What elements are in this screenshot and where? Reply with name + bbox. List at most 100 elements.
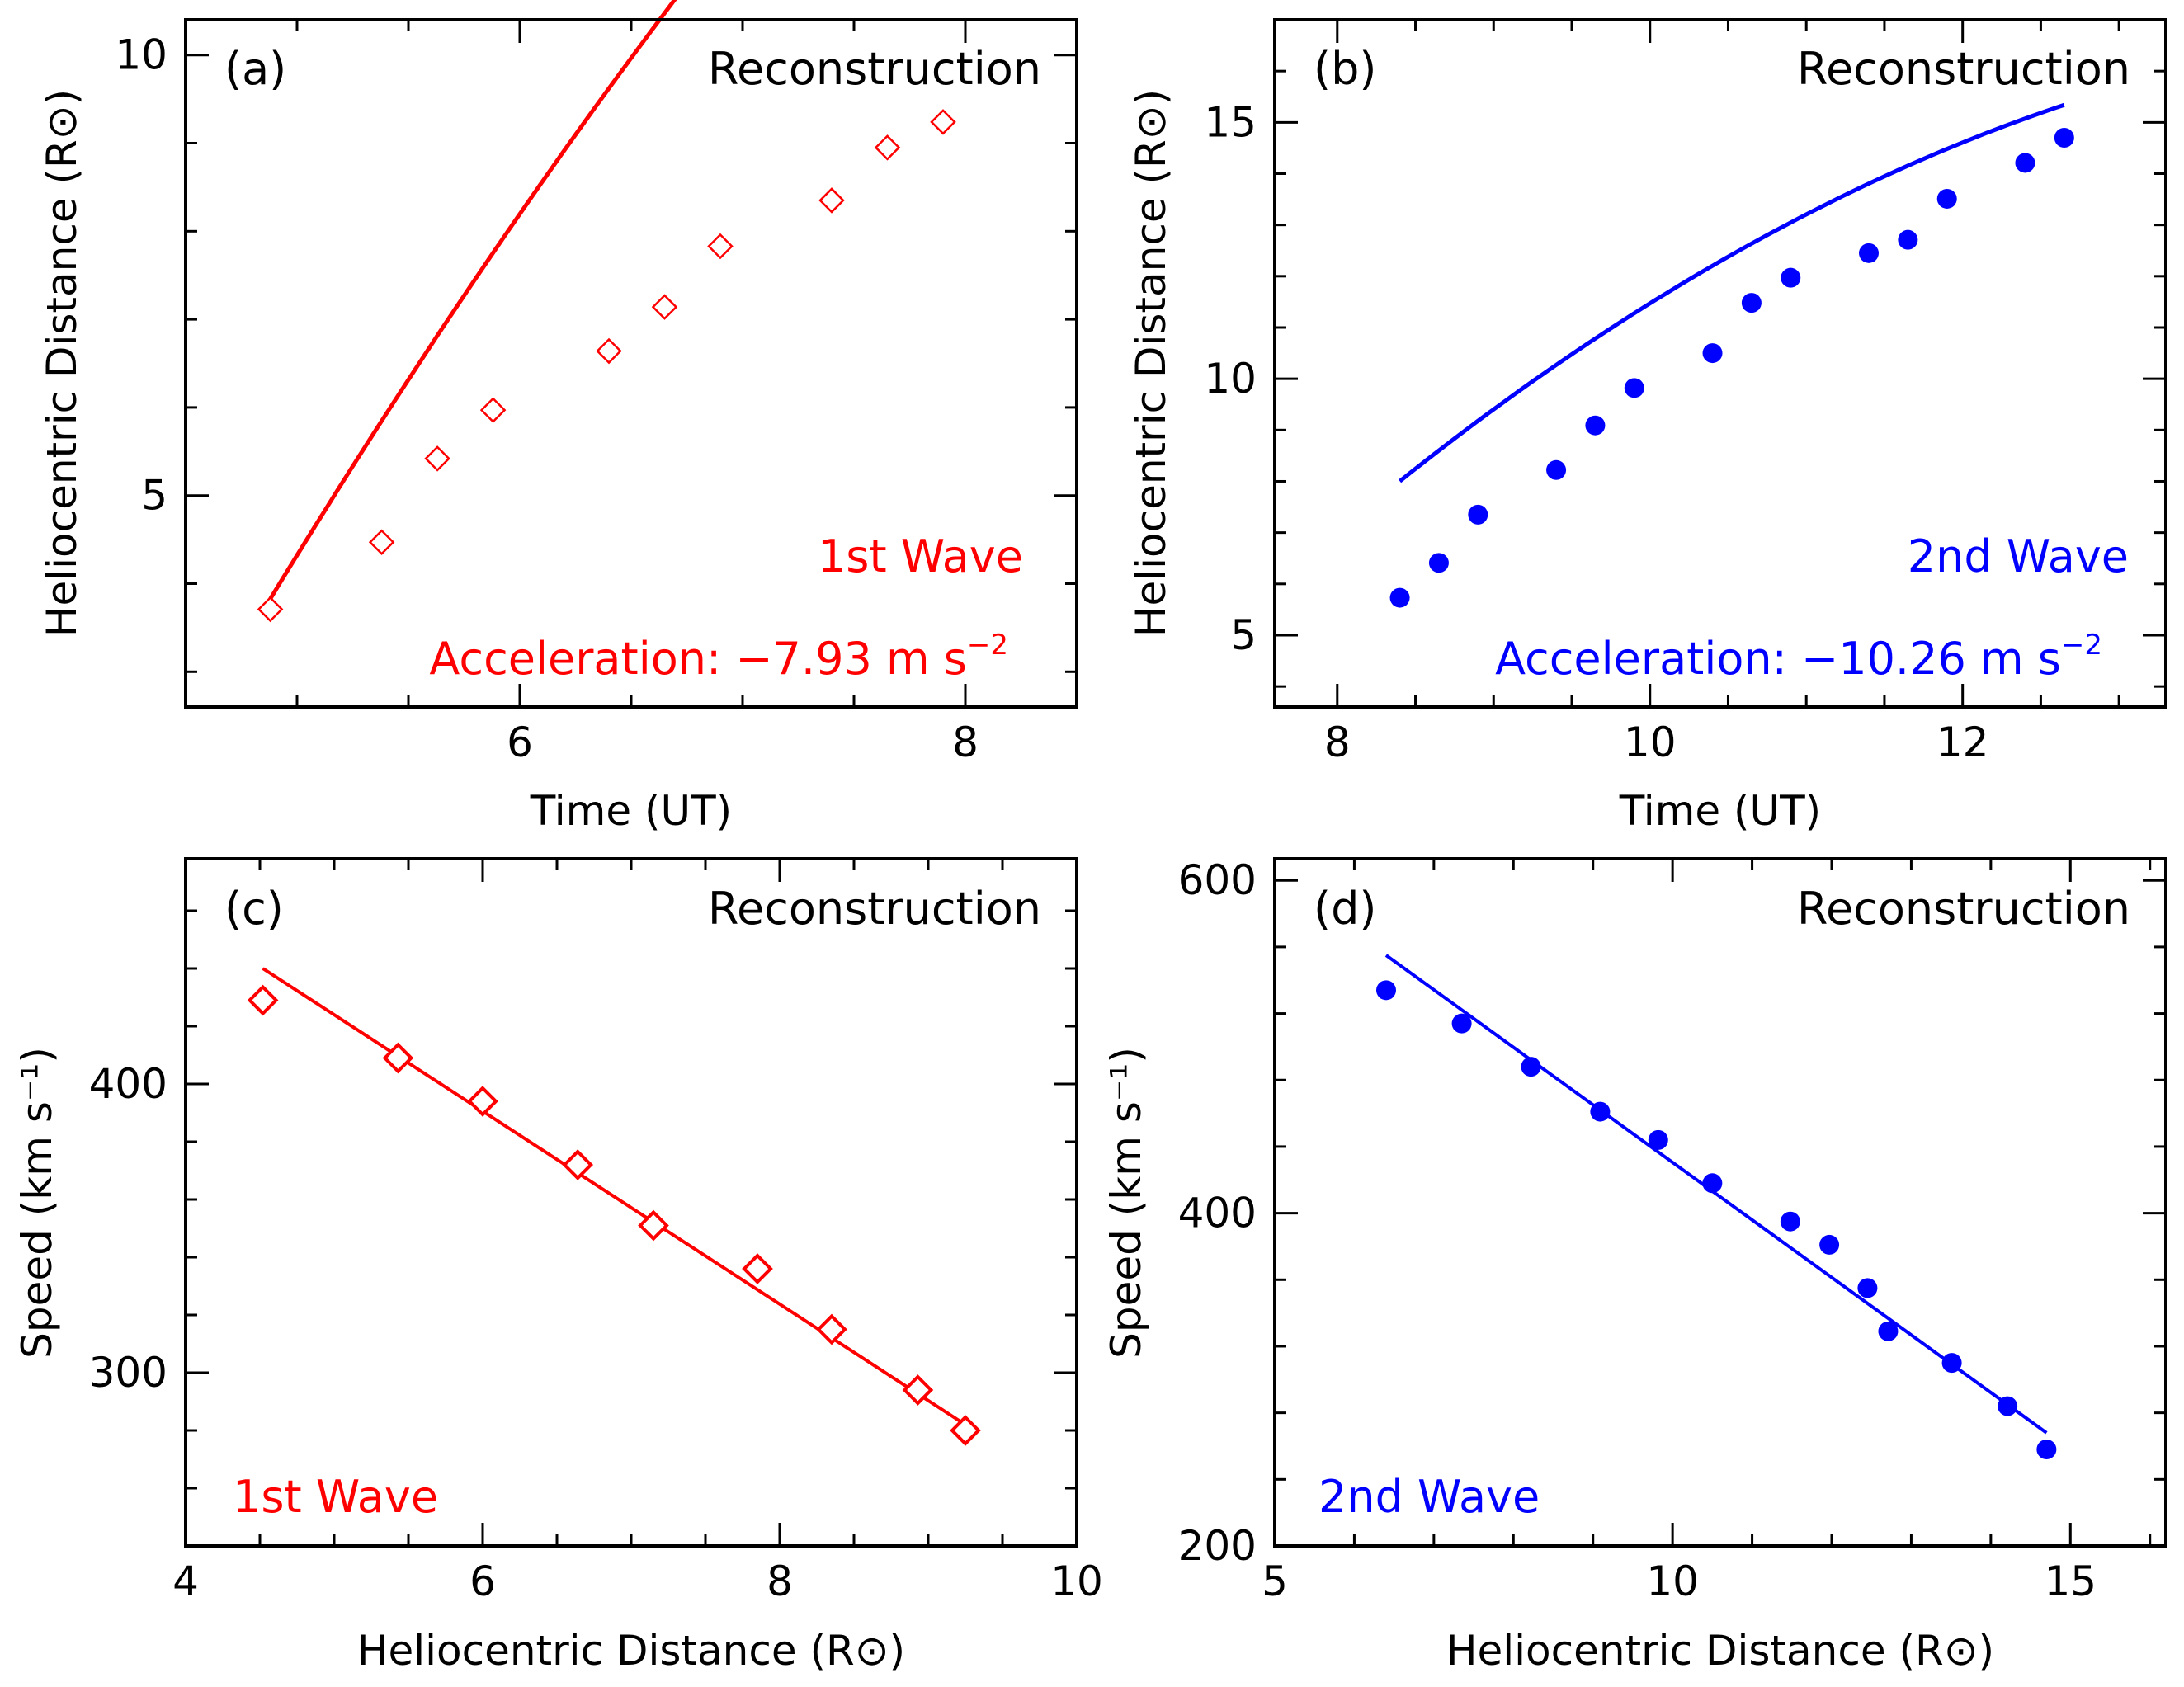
data-point bbox=[1624, 378, 1644, 398]
data-point bbox=[562, 1149, 594, 1180]
data-point bbox=[902, 1374, 934, 1406]
panel-b-title: Reconstruction bbox=[1797, 43, 2130, 95]
y-tick-label: 300 bbox=[89, 1349, 167, 1397]
data-point bbox=[1468, 504, 1488, 525]
data-point bbox=[2054, 127, 2074, 148]
data-point bbox=[707, 233, 734, 260]
data-point bbox=[1648, 1129, 1668, 1150]
data-point bbox=[816, 1313, 847, 1345]
data-point bbox=[368, 529, 395, 556]
data-point bbox=[382, 1042, 414, 1074]
panel-c-title: Reconstruction bbox=[708, 883, 1041, 935]
data-point bbox=[1741, 293, 1762, 313]
panel-b: 8 10 12 5 10 15 (b) Reconstruction 2nd Wave A… bbox=[1127, 18, 2167, 835]
panel-c-frame bbox=[184, 857, 1078, 1548]
panel-b-ylabel: Heliocentric Distance (R⊙) bbox=[1127, 89, 1175, 637]
panel-b-wave-label: 2nd Wave bbox=[1908, 530, 2129, 582]
panel-b-ticks: 8 10 12 5 10 15 bbox=[1204, 18, 2166, 766]
data-point bbox=[1702, 1173, 1723, 1194]
panel-c-marks bbox=[247, 967, 981, 1446]
y-tick-label: 5 bbox=[1230, 611, 1257, 659]
y-tick-label: 400 bbox=[89, 1060, 167, 1108]
panel-c-xlabel: Heliocentric Distance (R⊙) bbox=[357, 1627, 905, 1675]
data-point bbox=[247, 984, 279, 1016]
panel-c-wave-label: 1st Wave bbox=[233, 1471, 438, 1523]
panel-a-acceleration: Acceleration: −7.93 m s−2 bbox=[429, 629, 1008, 685]
panel-d-letter: (d) bbox=[1314, 883, 1376, 935]
panel-b-acceleration-exponent: −2 bbox=[2061, 629, 2102, 662]
data-point bbox=[1819, 1234, 1840, 1255]
panel-a: 6 8 5 10 (a) Reconstruction 1st Wave Accele… bbox=[38, 0, 1078, 835]
data-point bbox=[2036, 1440, 2057, 1460]
data-point bbox=[1781, 267, 1801, 288]
data-point bbox=[1780, 1211, 1800, 1232]
y-tick-label: 10 bbox=[1204, 355, 1257, 403]
panel-d-marks bbox=[1376, 954, 2057, 1460]
data-point bbox=[1590, 1101, 1611, 1122]
data-point bbox=[1702, 343, 1723, 364]
panel-d-wave-label: 2nd Wave bbox=[1318, 1471, 1540, 1523]
y-tick-label: 200 bbox=[1178, 1522, 1257, 1570]
panel-d-title: Reconstruction bbox=[1797, 883, 2130, 935]
data-point bbox=[1376, 980, 1396, 1001]
panel-a-ticks: 6 8 5 10 bbox=[115, 20, 1078, 766]
data-point bbox=[651, 294, 678, 320]
data-point bbox=[596, 337, 622, 365]
y-tick-label: 10 bbox=[115, 31, 167, 79]
panel-a-xlabel: Time (UT) bbox=[530, 787, 732, 835]
panel-c-ticks: 4 6 8 10 300 400 bbox=[89, 859, 1103, 1605]
fit-line bbox=[1399, 102, 2065, 483]
panel-d-ticks: 5 10 15 200 400 600 bbox=[1178, 856, 2166, 1605]
data-point bbox=[1998, 1396, 2018, 1416]
y-tick-label: 600 bbox=[1178, 856, 1257, 904]
data-point bbox=[818, 187, 845, 214]
data-point bbox=[1451, 1013, 1472, 1034]
data-point bbox=[2015, 153, 2035, 173]
panel-b-letter: (b) bbox=[1314, 43, 1376, 95]
x-tick-label: 12 bbox=[1936, 719, 1989, 766]
data-point bbox=[1898, 229, 1918, 250]
data-point bbox=[874, 134, 901, 161]
y-tick-label: 15 bbox=[1204, 98, 1257, 146]
x-tick-label: 8 bbox=[767, 1557, 793, 1605]
data-point bbox=[950, 1415, 981, 1446]
panel-d-frame bbox=[1273, 857, 2167, 1548]
x-tick-label: 10 bbox=[1050, 1557, 1103, 1605]
x-tick-label: 8 bbox=[1324, 719, 1351, 766]
panel-b-frame bbox=[1273, 18, 2167, 709]
data-point bbox=[1521, 1057, 1541, 1077]
panel-a-wave-label: 1st Wave bbox=[818, 530, 1023, 582]
x-tick-label: 5 bbox=[1262, 1557, 1288, 1605]
data-point bbox=[638, 1209, 669, 1242]
data-point bbox=[424, 445, 450, 472]
panel-d-ylabel: Speed (km s⁻¹) bbox=[1102, 1047, 1150, 1359]
x-tick-label: 10 bbox=[1624, 719, 1677, 766]
panel-b-acceleration: Acceleration: −10.26 m s−2 bbox=[1495, 629, 2102, 685]
x-tick-label: 8 bbox=[952, 719, 979, 766]
panel-c-ylabel: Speed (km s⁻¹) bbox=[13, 1047, 61, 1359]
panel-d-xlabel: Heliocentric Distance (R⊙) bbox=[1446, 1627, 1994, 1675]
data-point bbox=[1585, 415, 1606, 436]
x-tick-label: 15 bbox=[2044, 1557, 2097, 1605]
data-point bbox=[1878, 1321, 1899, 1341]
data-point bbox=[1389, 587, 1410, 608]
panel-a-ylabel: Heliocentric Distance (R⊙) bbox=[38, 89, 86, 637]
data-point bbox=[467, 1086, 498, 1117]
data-point bbox=[930, 109, 956, 135]
y-tick-label: 400 bbox=[1178, 1190, 1257, 1237]
x-tick-label: 4 bbox=[172, 1557, 199, 1605]
fit-line bbox=[262, 967, 967, 1426]
panel-a-title: Reconstruction bbox=[708, 43, 1041, 95]
data-point bbox=[479, 397, 507, 423]
data-point bbox=[1941, 1353, 1962, 1374]
panel-b-marks bbox=[1389, 102, 2074, 608]
panel-a-acceleration-exponent: −2 bbox=[967, 629, 1008, 662]
data-point bbox=[1936, 188, 1957, 209]
panel-a-letter: (a) bbox=[224, 43, 286, 95]
x-tick-label: 6 bbox=[469, 1557, 496, 1605]
data-point bbox=[257, 596, 284, 623]
data-point bbox=[1546, 459, 1567, 480]
y-tick-label: 5 bbox=[141, 472, 167, 520]
panel-d: 5 10 15 200 400 600 (d) Reconstruction 2nd Wa… bbox=[1102, 856, 2167, 1675]
